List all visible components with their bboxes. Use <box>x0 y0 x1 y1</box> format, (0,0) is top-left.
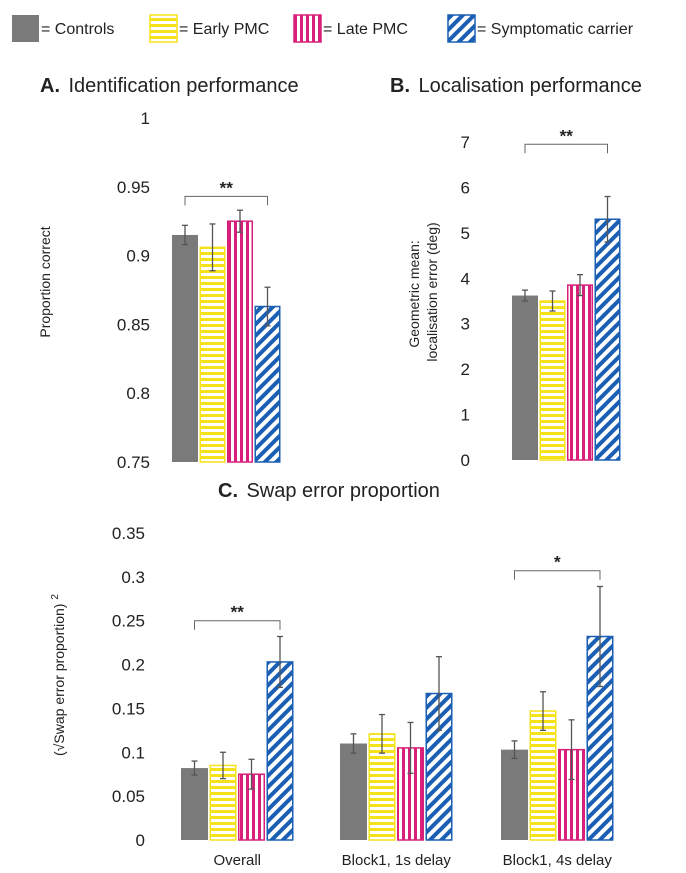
panel-c-significance-label: ** <box>231 603 245 622</box>
panel-c-bar-controls <box>340 743 367 840</box>
panel-c-y-tick: 0.1 <box>121 743 145 762</box>
panel-a-bar-late-pmc <box>227 220 253 463</box>
panel-a-y-tick: 0.95 <box>117 178 150 197</box>
panel-b-y-tick: 0 <box>461 451 470 470</box>
panel-b-bar-early-pmc <box>539 300 566 461</box>
panel-c-y-tick: 0.25 <box>112 612 145 631</box>
panel-b-y-tick: 6 <box>461 178 470 197</box>
panel-b-y-tick: 3 <box>461 315 470 334</box>
panel-c-y-tick: 0.3 <box>121 568 145 587</box>
panel-b-letter: B. <box>390 75 410 97</box>
panel-c-y-tick: 0.35 <box>112 524 145 543</box>
solid-swatch-icon <box>12 15 39 42</box>
panel-a-y-tick: 0.8 <box>126 384 150 403</box>
panel-a-y-tick: 0.75 <box>117 453 150 472</box>
legend-item-early-pmc: = Early PMC <box>149 14 269 43</box>
panel-b-bar-controls <box>512 295 538 460</box>
panel-a-y-tick: 0.9 <box>126 247 150 266</box>
panel-c-ylabel: (√Swap error proportion) 2 <box>50 594 67 756</box>
legend-item-late-pmc: = Late PMC <box>293 14 408 43</box>
panel-c-ylabel-text: (√Swap error proportion) <box>51 604 67 756</box>
panel-c-ylabel-sup: 2 <box>50 594 61 600</box>
panel-a-significance-bracket <box>184 195 268 206</box>
panel-c-bar-controls <box>181 768 208 840</box>
panel-c-category-label: Block1, 4s delay <box>503 852 613 869</box>
panel-b-title: B. Localisation performance <box>390 75 642 97</box>
panel-b-bar-late-pmc <box>567 284 593 461</box>
panel-c-title-text: Swap error proportion <box>246 480 439 502</box>
panel-b-y-tick: 4 <box>461 269 470 288</box>
panel-b-title-text: Localisation performance <box>418 75 641 97</box>
panel-b-y-tick: 7 <box>461 133 470 152</box>
legend-item-symptomatic-carrier: = Symptomatic carrier <box>447 14 634 43</box>
panel-a-bar-early-pmc <box>199 246 226 463</box>
panel-a-title: A. Identification performance <box>40 75 299 97</box>
panel-c-y-tick: 0.15 <box>112 699 145 718</box>
panel-b-significance-bracket <box>524 143 608 154</box>
legend-label-early-pmc: = Early PMC <box>179 21 269 38</box>
panel-b-significance-label: ** <box>560 126 574 145</box>
panel-a-bar-symptomatic-carrier <box>254 305 281 463</box>
panel-c-bar-controls <box>501 749 528 840</box>
panel-c-bar-early-pmc <box>529 710 557 841</box>
panel-b-ylabel-line-2: localisation error (deg) <box>424 222 440 361</box>
panel-b-bar-symptomatic-carrier <box>594 218 621 461</box>
panel-b-ylabel-line-1: Geometric mean: <box>406 240 422 347</box>
panel-c-category-label: Block1, 1s delay <box>342 852 452 869</box>
panel-a-bar-controls <box>172 234 198 462</box>
panel-a-significance-label: ** <box>220 178 234 197</box>
panel-c-significance-bracket <box>514 570 601 580</box>
vertical-stripes-swatch-icon <box>293 14 322 43</box>
panel-c-significance-label: * <box>554 553 561 572</box>
legend-label-symptomatic-carrier: = Symptomatic carrier <box>477 21 634 38</box>
panel-c-y-tick: 0 <box>136 831 145 850</box>
panel-b-y-tick: 2 <box>461 360 470 379</box>
panel-a-letter: A. <box>40 75 60 97</box>
panel-b-ylabel: Geometric mean: localisation error (deg) <box>406 222 440 361</box>
horizontal-stripes-swatch-icon <box>149 14 178 43</box>
panel-a-plot: 1 0.95 0.9 0.85 0.8 0.75 ** <box>117 109 281 472</box>
panel-c-bar-symptomatic-carrier <box>586 635 614 841</box>
panel-a-title-text: Identification performance <box>68 75 298 97</box>
panel-a-y-tick: 1 <box>141 109 150 128</box>
panel-a-y-tick: 0.85 <box>117 315 150 334</box>
diagonal-stripes-swatch-icon <box>447 14 476 43</box>
legend: = Controls = Early PMC = Late PMC = Symp… <box>12 14 634 43</box>
panel-c-plot: 0.35 0.3 0.25 0.2 0.15 0.1 0.05 0 Overall Block1,… <box>112 524 614 869</box>
legend-item-controls: = Controls <box>12 15 114 42</box>
panel-c-title: C. Swap error proportion <box>218 480 440 502</box>
panel-c-y-tick: 0.2 <box>121 656 145 675</box>
panel-c-y-tick: 0.05 <box>112 787 145 806</box>
panel-c-letter: C. <box>218 480 238 502</box>
panel-c-bar-symptomatic-carrier <box>266 661 294 841</box>
legend-label-late-pmc: = Late PMC <box>323 21 408 38</box>
panel-c-significance-bracket <box>194 620 281 630</box>
legend-label-controls: = Controls <box>41 21 114 38</box>
panel-b-y-tick: 1 <box>461 406 470 425</box>
panel-a-ylabel: Proportion correct <box>37 226 53 337</box>
panel-c-category-label: Overall <box>213 852 261 869</box>
panel-b-plot: 7 6 5 4 3 2 1 0 ** <box>461 126 621 470</box>
panel-b-y-tick: 5 <box>461 224 470 243</box>
